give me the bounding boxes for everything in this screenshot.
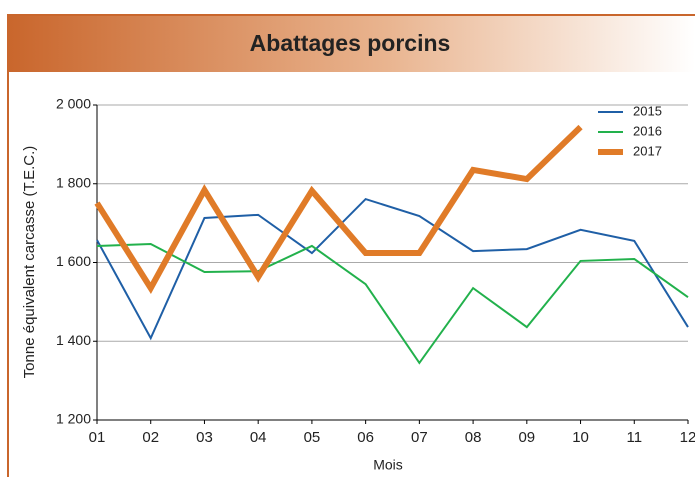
x-tick-label: 10	[572, 429, 589, 446]
y-tick-label: 1 400	[56, 332, 91, 348]
y-axis-label: Tonne équivalent carcasse (T.E.C.)	[21, 146, 38, 379]
x-tick-label: 06	[357, 429, 374, 446]
x-tick-label: 12	[680, 429, 695, 446]
series-line	[94, 124, 583, 295]
x-tick-label: 05	[304, 429, 321, 446]
x-tick-label: 04	[250, 429, 267, 446]
y-tick-label: 1 800	[56, 174, 91, 190]
x-axis-label: Mois	[373, 457, 403, 473]
chart-title: Abattages porcins	[250, 30, 451, 56]
x-tick-label: 09	[518, 429, 535, 446]
x-tick-label: 03	[196, 429, 213, 446]
x-tick-label: 11	[626, 429, 642, 446]
y-tick-label: 1 200	[56, 411, 91, 427]
legend-label: 2017	[633, 143, 662, 158]
x-tick-label: 02	[142, 429, 159, 446]
x-tick-label: 07	[411, 429, 428, 446]
series-line	[96, 197, 689, 341]
header-band	[7, 15, 695, 72]
series-line	[96, 242, 689, 365]
legend-label: 2015	[633, 103, 662, 118]
y-tick-label: 1 600	[56, 253, 91, 269]
x-tick-label: 08	[465, 429, 482, 446]
x-tick-label: 01	[89, 429, 106, 446]
legend-label: 2016	[633, 123, 662, 138]
y-tick-label: 2 000	[56, 96, 91, 112]
